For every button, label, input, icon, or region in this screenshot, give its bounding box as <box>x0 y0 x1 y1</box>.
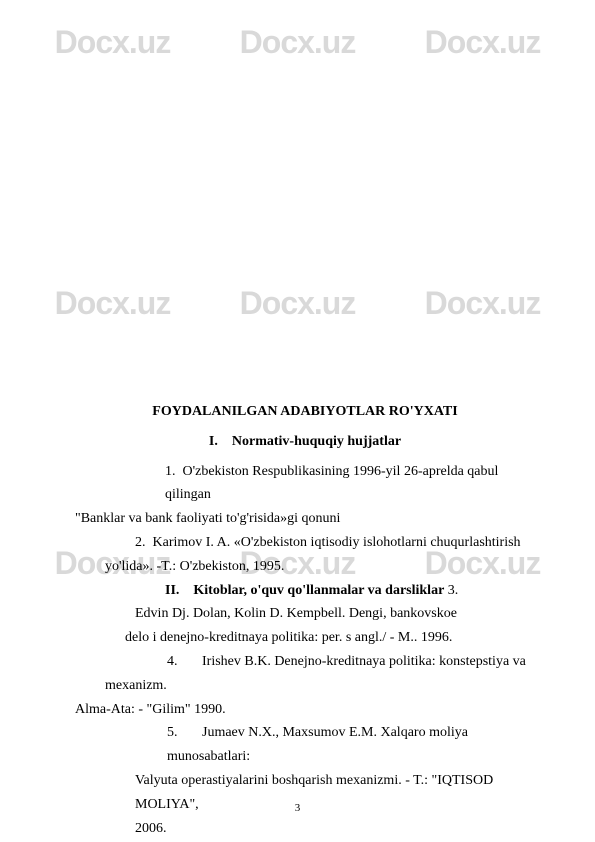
list-item-continuation: delo i denejno-kreditnaya politika: per.… <box>75 626 535 650</box>
list-item: 5. Jumaev N.X., Maxsumov E.M. Xalqaro mo… <box>75 721 535 769</box>
section-2-heading-line: II. Kitoblar, o'quv qo'llanmalar va dars… <box>75 579 535 603</box>
watermark-row-1: Docx.uz Docx.uz Docx.uz <box>0 24 595 61</box>
watermark: Docx.uz <box>425 285 541 322</box>
list-text: Jumaev N.X., Maxsumov E.M. Xalqaro moliy… <box>167 725 468 764</box>
list-item: 1. O'zbekiston Respublikasining 1996-yil… <box>75 460 535 508</box>
watermark-row-2: Docx.uz Docx.uz Docx.uz <box>0 285 595 322</box>
list-number: 2. <box>135 531 146 555</box>
list-text: O'zbekiston Respublikasining 1996-yil 26… <box>165 464 498 503</box>
list-item-continuation: 2006. <box>75 817 535 841</box>
list-item-continuation: Alma-Ata: - "Gilim" 1990. <box>75 698 535 722</box>
watermark: Docx.uz <box>425 24 541 61</box>
page-number: 3 <box>0 802 595 814</box>
watermark: Docx.uz <box>55 24 171 61</box>
section-1-heading: I. Normativ-huquqiy hujjatlar <box>75 430 535 454</box>
watermark: Docx.uz <box>240 24 356 61</box>
list-item-continuation: "Banklar va bank faoliyati to'g'risida»g… <box>75 507 535 531</box>
section-numeral: II. <box>165 583 179 598</box>
list-number: 4. <box>167 650 178 674</box>
watermark: Docx.uz <box>240 285 356 322</box>
list-item: 2. Karimov I. A. «O'zbekiston iqtisodiy … <box>75 531 535 555</box>
list-number: 5. <box>167 721 178 745</box>
document-body: FOYDALANILGAN ADABIYOTLAR RO'YXATI I. No… <box>75 400 535 840</box>
section-heading-text: Kitoblar, o'quv qo'llanmalar va darslikl… <box>193 583 444 598</box>
bibliography-title: FOYDALANILGAN ADABIYOTLAR RO'YXATI <box>75 400 535 424</box>
list-text: Irishev B.K. Denejno-kreditnaya politika… <box>202 654 526 669</box>
list-number: 3. <box>448 583 459 598</box>
list-text: Karimov I. A. «O'zbekiston iqtisodiy isl… <box>153 535 521 550</box>
list-item: Edvin Dj. Dolan, Kolin D. Kempbell. Deng… <box>75 602 535 626</box>
section-heading-text: Normativ-huquqiy hujjatlar <box>232 434 401 449</box>
section-numeral: I. <box>209 434 218 449</box>
list-item: 4. Irishev B.K. Denejno-kreditnaya polit… <box>75 650 535 674</box>
list-item-continuation: yo'lida». -T.: O'zbekiston, 1995. <box>75 555 535 579</box>
watermark: Docx.uz <box>55 285 171 322</box>
list-number: 1. <box>165 460 176 484</box>
list-item-continuation: mexanizm. <box>75 674 535 698</box>
